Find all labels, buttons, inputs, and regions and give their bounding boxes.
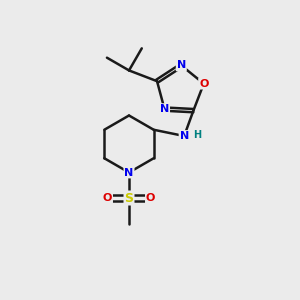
Text: S: S	[124, 191, 134, 205]
Text: N: N	[124, 167, 134, 178]
Text: N: N	[179, 131, 189, 141]
Text: N: N	[177, 60, 186, 70]
Text: O: O	[103, 193, 112, 203]
Text: H: H	[193, 130, 201, 140]
Text: N: N	[160, 104, 169, 114]
Text: O: O	[199, 79, 208, 88]
Text: O: O	[146, 193, 155, 203]
